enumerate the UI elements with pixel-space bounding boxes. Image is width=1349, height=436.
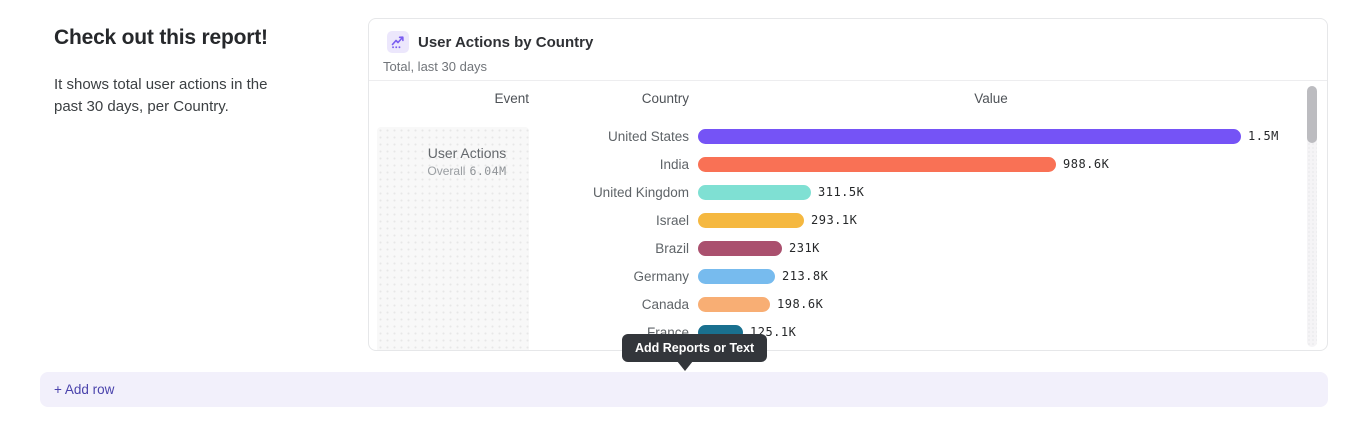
- chart-row: Brazil 231K: [377, 234, 1307, 262]
- report-card[interactable]: User Actions by Country Total, last 30 d…: [368, 18, 1328, 351]
- chart-row: Germany 213.8K: [377, 262, 1307, 290]
- country-label: Germany: [633, 268, 689, 284]
- chart-row: Israel 293.1K: [377, 206, 1307, 234]
- value-label: 988.6K: [1063, 157, 1110, 171]
- value-label: 198.6K: [777, 297, 824, 311]
- country-label: Canada: [641, 296, 689, 312]
- report-title: User Actions by Country: [418, 34, 594, 51]
- page-title: Check out this report!: [54, 26, 268, 49]
- value-bar[interactable]: [698, 128, 1241, 144]
- chart-row: France 125.1K: [377, 318, 1307, 346]
- value-label: 311.5K: [818, 185, 865, 199]
- add-row-button[interactable]: + Add row: [40, 372, 1328, 407]
- chart-trend-icon: [387, 31, 409, 53]
- value-bar[interactable]: [698, 268, 775, 284]
- column-header-country: Country: [641, 91, 689, 106]
- value-label: 231K: [789, 241, 820, 255]
- chart-row: United States 1.5M: [377, 122, 1307, 150]
- value-bar[interactable]: [698, 212, 804, 228]
- value-label: 1.5M: [1248, 129, 1279, 143]
- country-label: Brazil: [655, 240, 689, 256]
- event-aggregate-label: Overall: [427, 164, 466, 178]
- event-aggregate-value: 6.04M: [469, 164, 507, 178]
- tooltip-arrow-icon: [677, 361, 693, 371]
- hero-text-block: Check out this report! It shows total us…: [54, 26, 304, 118]
- report-subtitle: Total, last 30 days: [383, 59, 488, 74]
- report-card-header: User Actions by Country Total, last 30 d…: [369, 19, 1327, 81]
- value-label: 293.1K: [811, 213, 858, 227]
- page-description: It shows total user actions in the past …: [54, 76, 268, 115]
- event-aggregate: Overall 6.04M: [405, 164, 529, 178]
- event-name: User Actions: [427, 145, 507, 161]
- add-reports-tooltip: Add Reports or Text: [622, 334, 768, 362]
- chart-rows: United States 1.5M India 988.6K United Kingd…: [377, 122, 1307, 346]
- vertical-scrollbar-thumb[interactable]: [1307, 86, 1317, 143]
- add-row-label: + Add row: [54, 382, 115, 397]
- chart-row: India 988.6K: [377, 150, 1307, 178]
- value-bar[interactable]: [698, 296, 770, 312]
- column-header-value: Value: [974, 91, 1008, 106]
- country-label: Israel: [655, 212, 689, 228]
- event-cell[interactable]: User Actions Overall 6.04M: [377, 127, 529, 350]
- value-bar[interactable]: [698, 184, 811, 200]
- country-label: United States: [607, 128, 689, 144]
- value-label: 213.8K: [782, 269, 829, 283]
- country-label: United Kingdom: [592, 184, 689, 200]
- column-header-event: Event: [494, 91, 529, 106]
- value-bar[interactable]: [698, 156, 1056, 172]
- country-label: India: [659, 156, 689, 172]
- chart-row: Canada 198.6K: [377, 290, 1307, 318]
- chart-row: United Kingdom 311.5K: [377, 178, 1307, 206]
- vertical-scrollbar-track[interactable]: [1307, 86, 1317, 347]
- report-table: Event Country Value User Actions Overall…: [369, 81, 1327, 350]
- value-bar[interactable]: [698, 240, 782, 256]
